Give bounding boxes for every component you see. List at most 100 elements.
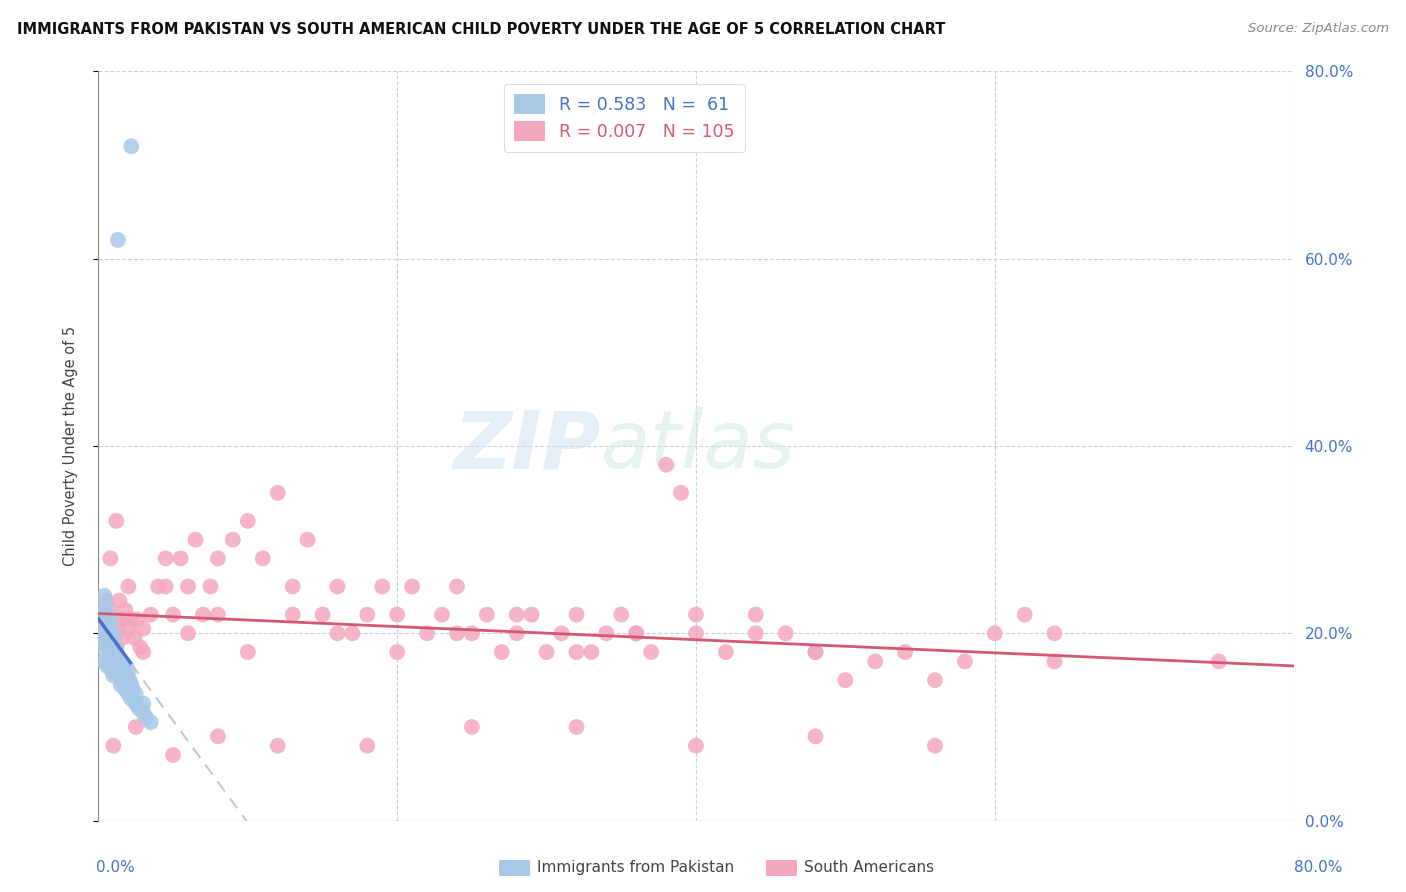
Point <box>148 580 170 594</box>
Point <box>416 626 439 640</box>
Point <box>91 607 114 622</box>
Text: 80.0%: 80.0% <box>1295 860 1343 874</box>
Point <box>129 640 152 655</box>
Point <box>98 551 122 566</box>
Point <box>565 645 588 659</box>
Point <box>281 607 304 622</box>
Point <box>139 715 162 730</box>
Point <box>111 631 134 645</box>
Point <box>565 720 588 734</box>
Point <box>311 607 333 622</box>
Point <box>114 682 136 697</box>
Point <box>834 673 856 688</box>
Point <box>155 551 177 566</box>
Point <box>953 655 976 669</box>
Point <box>385 607 409 622</box>
Point <box>118 673 141 688</box>
Point <box>520 607 543 622</box>
Point <box>103 612 125 626</box>
Point <box>745 607 768 622</box>
Point <box>111 673 134 688</box>
Point <box>640 645 662 659</box>
Point <box>94 626 117 640</box>
Point <box>104 640 127 655</box>
Point <box>103 655 125 669</box>
Point <box>804 645 827 659</box>
Point <box>107 233 129 247</box>
Point <box>669 486 692 500</box>
Point <box>595 626 617 640</box>
Point <box>1208 655 1230 669</box>
Point <box>132 645 155 659</box>
Point <box>207 607 229 622</box>
Point <box>267 739 290 753</box>
Point <box>96 626 118 640</box>
Point <box>162 607 184 622</box>
Point <box>401 580 423 594</box>
Text: Immigrants from Pakistan: Immigrants from Pakistan <box>537 861 734 875</box>
Point <box>103 631 125 645</box>
Point <box>105 645 128 659</box>
Point <box>120 692 142 706</box>
Point <box>135 710 157 724</box>
Point <box>114 603 136 617</box>
Point <box>475 607 498 622</box>
Point <box>550 626 572 640</box>
Point <box>685 626 707 640</box>
Point <box>101 664 124 678</box>
Text: ZIP: ZIP <box>453 407 600 485</box>
Point <box>120 139 142 153</box>
Point <box>804 730 827 744</box>
Point <box>115 678 138 692</box>
Point <box>132 697 155 711</box>
Point <box>1014 607 1036 622</box>
Point <box>446 626 468 640</box>
Point <box>104 612 127 626</box>
Point <box>252 551 274 566</box>
Point <box>97 612 120 626</box>
Point <box>98 655 122 669</box>
Point <box>98 603 122 617</box>
Point <box>121 682 143 697</box>
Point <box>356 739 378 753</box>
Point <box>105 649 128 664</box>
Point <box>177 626 200 640</box>
Point <box>371 580 394 594</box>
Point <box>281 580 304 594</box>
Point <box>446 580 468 594</box>
Point <box>91 635 114 649</box>
Y-axis label: Child Poverty Under the Age of 5: Child Poverty Under the Age of 5 <box>63 326 77 566</box>
Point <box>110 655 132 669</box>
Point <box>96 659 118 673</box>
Point <box>110 668 132 682</box>
Point <box>112 664 135 678</box>
Point <box>184 533 207 547</box>
Point <box>98 612 122 626</box>
Point <box>132 706 155 720</box>
Point <box>103 626 125 640</box>
Point <box>105 640 128 655</box>
Point <box>101 649 124 664</box>
Point <box>236 514 259 528</box>
Point <box>94 635 117 649</box>
Point <box>626 626 648 640</box>
Point <box>236 645 259 659</box>
Text: South Americans: South Americans <box>804 861 935 875</box>
Point <box>103 640 125 655</box>
Point <box>120 612 142 626</box>
Point <box>775 626 797 640</box>
Point <box>96 607 118 622</box>
Point <box>94 599 117 613</box>
Point <box>117 664 139 678</box>
Point <box>101 622 124 636</box>
Legend: R = 0.583   N =  61, R = 0.007   N = 105: R = 0.583 N = 61, R = 0.007 N = 105 <box>503 84 745 152</box>
Point <box>93 655 115 669</box>
Point <box>356 607 378 622</box>
Text: Source: ZipAtlas.com: Source: ZipAtlas.com <box>1249 22 1389 36</box>
Point <box>139 607 162 622</box>
Point <box>326 626 349 640</box>
Point <box>98 645 122 659</box>
Point <box>894 645 917 659</box>
Point <box>91 635 114 649</box>
Point <box>124 631 146 645</box>
